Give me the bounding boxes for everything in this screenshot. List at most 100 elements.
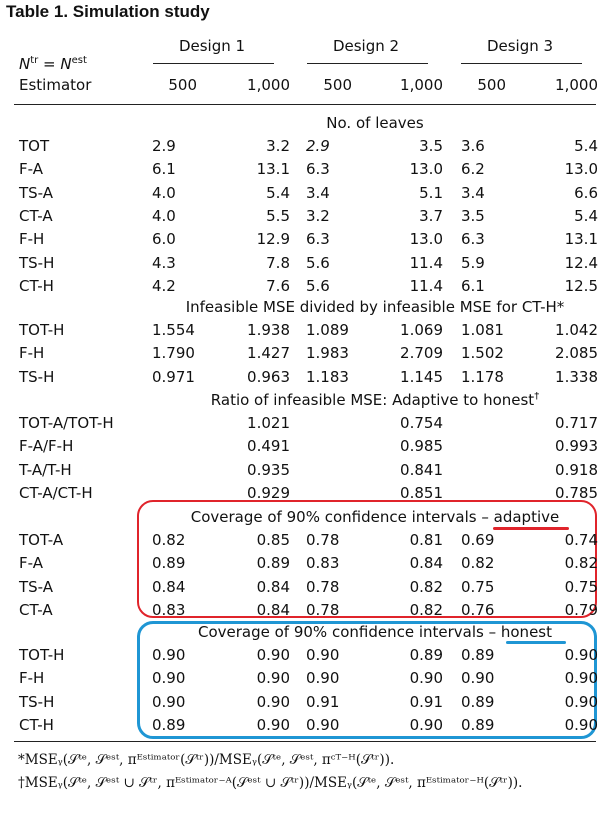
table-cell: 0.985 xyxy=(400,437,443,455)
table-cell: 0.91 xyxy=(409,693,443,711)
honest-coverage-highlight-box xyxy=(137,621,597,739)
table-cell: 0.90 xyxy=(306,646,340,664)
table-cell: 0.82 xyxy=(564,554,598,572)
table-cell: 3.2 xyxy=(306,207,330,225)
table-cell: 1.790 xyxy=(152,344,195,362)
row-label: TS-H xyxy=(19,368,55,386)
table-cell: 5.4 xyxy=(574,207,598,225)
row-label: CT-A xyxy=(19,601,53,619)
table-cell: 0.89 xyxy=(461,716,495,734)
table-cell: 0.84 xyxy=(152,578,186,596)
header-rule xyxy=(14,104,596,105)
table-cell: 0.82 xyxy=(152,531,186,549)
design-3-header: Design 3 xyxy=(486,37,554,55)
sample-size-header: 1,000 xyxy=(400,76,443,94)
table-cell: 0.90 xyxy=(256,646,290,664)
table-cell: 0.78 xyxy=(306,601,340,619)
table-cell: 6.3 xyxy=(306,160,330,178)
section-title-ratio: Ratio of infeasible MSE: Adaptive to hon… xyxy=(210,391,540,409)
table-cell: 3.5 xyxy=(419,137,443,155)
table-cell: 1.081 xyxy=(461,321,504,339)
table-cell: 7.8 xyxy=(266,254,290,272)
table-cell: 5.4 xyxy=(574,137,598,155)
table-cell: 6.3 xyxy=(461,230,485,248)
table-cell: 12.9 xyxy=(256,230,290,248)
table-cell: 0.90 xyxy=(564,716,598,734)
table-cell: 2.085 xyxy=(555,344,598,362)
sample-size-header: 500 xyxy=(168,76,197,94)
sample-size-header: 1,000 xyxy=(555,76,598,94)
row-label: CT-A/CT-H xyxy=(19,484,93,502)
row-label: CT-H xyxy=(19,716,54,734)
design-2-rule xyxy=(307,63,428,64)
sample-size-header: 500 xyxy=(477,76,506,94)
section-title-coverage-adaptive: Coverage of 90% confidence intervals – a… xyxy=(190,508,560,526)
table-cell: 1.089 xyxy=(306,321,349,339)
table-cell: 0.90 xyxy=(409,669,443,687)
design-3-rule xyxy=(461,63,582,64)
row-label: TOT-H xyxy=(19,646,65,664)
table-cell: 0.929 xyxy=(247,484,290,502)
row-label: CT-H xyxy=(19,277,54,295)
table-cell: 2.709 xyxy=(400,344,443,362)
row-label: TS-H xyxy=(19,693,55,711)
footnote-star: *MSEᵧ(𝒮ᵗᵉ, 𝒮ᵉˢᵗ, πᴱˢᵗⁱᵐᵃᵗᵒʳ(𝒮ᵗʳ))/MSEᵧ(𝒮… xyxy=(18,752,395,768)
table-cell: 1.502 xyxy=(461,344,504,362)
table-cell: 0.971 xyxy=(152,368,195,386)
table-cell: 0.90 xyxy=(306,669,340,687)
row-label: TOT xyxy=(19,137,50,155)
row-label: T-A/T-H xyxy=(19,461,72,479)
table-cell: 4.0 xyxy=(152,184,176,202)
table-cell: 0.82 xyxy=(409,578,443,596)
table-cell: 0.89 xyxy=(461,693,495,711)
table-cell: 12.4 xyxy=(564,254,598,272)
table-cell: 5.1 xyxy=(419,184,443,202)
table-cell: 0.89 xyxy=(256,554,290,572)
row-label: F-H xyxy=(19,344,45,362)
table-title: Table 1. Simulation study xyxy=(6,2,210,21)
table-cell: 5.4 xyxy=(266,184,290,202)
table-cell: 0.75 xyxy=(461,578,495,596)
table-cell: 1.983 xyxy=(306,344,349,362)
adaptive-coverage-highlight-box xyxy=(137,500,597,618)
table-cell: 5.6 xyxy=(306,277,330,295)
table-cell: 3.4 xyxy=(461,184,485,202)
adaptive-underline xyxy=(493,527,569,530)
table-cell: 0.79 xyxy=(564,601,598,619)
table-cell: 0.89 xyxy=(152,554,186,572)
table-cell: 6.0 xyxy=(152,230,176,248)
row-label: TOT-A xyxy=(19,531,64,549)
table-cell: 11.4 xyxy=(409,277,443,295)
table-cell: 0.754 xyxy=(400,414,443,432)
table-cell: 12.5 xyxy=(564,277,598,295)
table-cell: 0.83 xyxy=(152,601,186,619)
row-label: F-A/F-H xyxy=(19,437,74,455)
table-cell: 0.993 xyxy=(555,437,598,455)
sample-size-label: Ntr = Nest xyxy=(19,55,87,73)
table-cell: 1.021 xyxy=(247,414,290,432)
table-cell: 6.2 xyxy=(461,160,485,178)
row-label: CT-A xyxy=(19,207,53,225)
table-cell: 3.5 xyxy=(461,207,485,225)
table-cell: 1.938 xyxy=(247,321,290,339)
table-cell: 0.76 xyxy=(461,601,495,619)
table-cell: 1.145 xyxy=(400,368,443,386)
design-2-header: Design 2 xyxy=(332,37,400,55)
row-label: TOT-A/TOT-H xyxy=(19,414,114,432)
table-cell: 1.183 xyxy=(306,368,349,386)
table-cell: 0.90 xyxy=(409,716,443,734)
table-cell: 1.427 xyxy=(247,344,290,362)
table-cell: 1.554 xyxy=(152,321,195,339)
table-cell: 13.0 xyxy=(409,160,443,178)
table-cell: 0.78 xyxy=(306,531,340,549)
table-cell: 0.491 xyxy=(247,437,290,455)
table-cell: 0.90 xyxy=(461,669,495,687)
table-cell: 0.82 xyxy=(409,601,443,619)
table-cell: 3.2 xyxy=(266,137,290,155)
table-cell: 3.6 xyxy=(461,137,485,155)
sample-size-header: 500 xyxy=(323,76,352,94)
table-cell: 0.851 xyxy=(400,484,443,502)
table-cell: 2.9 xyxy=(152,137,176,155)
table-cell: 7.6 xyxy=(266,277,290,295)
table-cell: 0.74 xyxy=(564,531,598,549)
